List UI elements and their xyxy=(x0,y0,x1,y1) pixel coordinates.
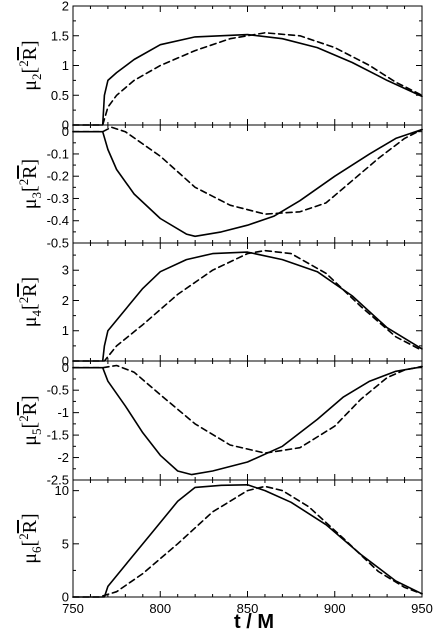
series-line-2 xyxy=(72,126,423,215)
x-tick-label: 900 xyxy=(324,601,346,616)
series-line-2 xyxy=(72,249,423,362)
panel-frame xyxy=(72,479,423,598)
y-tick-label: 10 xyxy=(55,483,69,498)
series-line-1 xyxy=(72,251,423,362)
x-tick-label: 950 xyxy=(411,601,433,616)
chart-panels: 0 0.5 1 1.5 2 μ2[2R] -0.5 -0.4 -0.3 -0.2 -0.1 0 μ3[2… xyxy=(16,0,423,605)
x-axis-tick-labels: 750 800 850 900 950 xyxy=(62,601,433,616)
x-tick-label: 750 xyxy=(62,601,84,616)
y-tick-label: 5 xyxy=(62,536,69,551)
x-tick-label: 800 xyxy=(149,601,171,616)
y-axis-label: μ6[2R] xyxy=(16,513,44,563)
y-tick-label: 1 xyxy=(62,58,69,73)
y-tick-label: 0 xyxy=(62,118,69,133)
y-tick-label: 1.5 xyxy=(51,28,69,43)
y-tick-label: 2 xyxy=(62,0,69,14)
y-tick-label: -0.3 xyxy=(47,191,69,206)
panel-4: -2.5 -2 -1.5 -1 -0.5 0 μ5[2R] xyxy=(16,360,423,488)
y-tick-label: 0 xyxy=(62,590,69,605)
y-axis-label: μ3[2R] xyxy=(16,159,44,209)
y-tick-label: -2.5 xyxy=(47,473,69,488)
y-tick-label: 0 xyxy=(62,354,69,369)
x-tick-label: 850 xyxy=(237,601,259,616)
series-line-2 xyxy=(72,364,423,454)
series-line-2 xyxy=(72,31,423,126)
y-tick-label: -0.1 xyxy=(47,146,69,161)
y-tick-label: 0 xyxy=(62,124,69,139)
y-tick-label: 2 xyxy=(62,293,69,308)
y-tick-label: -0.2 xyxy=(47,169,69,184)
y-tick-label: -0.5 xyxy=(47,236,69,251)
y-tick-label: 0 xyxy=(62,360,69,375)
x-axis-label: t / M xyxy=(234,611,274,633)
y-tick-label: -1.5 xyxy=(47,428,69,443)
y-tick-label: -0.5 xyxy=(47,383,69,398)
panel-5: 0 5 10 μ6[2R] xyxy=(16,479,423,605)
y-tick-label: 1 xyxy=(62,323,69,338)
series-line-1 xyxy=(72,128,423,238)
series-line-1 xyxy=(72,484,423,598)
y-tick-label: -1 xyxy=(57,405,69,420)
panel-2: -0.5 -0.4 -0.3 -0.2 -0.1 0 μ3[2R] xyxy=(16,124,423,251)
series-line-2 xyxy=(72,485,423,598)
series-line-1 xyxy=(72,366,423,476)
panel-1: 0 0.5 1 1.5 2 μ2[2R] xyxy=(16,0,423,133)
panel-3: 0 1 2 3 μ4[2R] xyxy=(16,242,423,369)
y-tick-label: 0.5 xyxy=(51,88,69,103)
y-tick-label: 3 xyxy=(62,263,69,278)
y-tick-label: -2 xyxy=(57,450,69,465)
y-axis-label: μ2[2R] xyxy=(16,40,44,90)
y-axis-label: μ4[2R] xyxy=(16,277,44,327)
series-line-1 xyxy=(72,33,423,126)
y-axis-label: μ5[2R] xyxy=(16,395,44,445)
panel-frame xyxy=(72,242,423,362)
y-tick-label: -0.4 xyxy=(47,213,69,228)
